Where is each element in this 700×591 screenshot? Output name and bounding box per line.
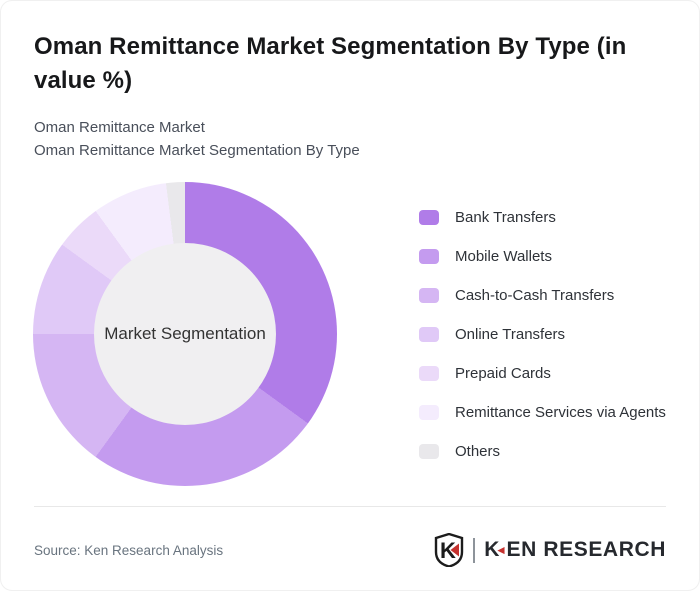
legend-swatch	[419, 404, 439, 420]
legend-label: Mobile Wallets	[455, 247, 552, 265]
legend-label: Prepaid Cards	[455, 364, 551, 382]
logo-wordmark: K ◄ EN RESEARCH	[484, 538, 666, 561]
logo-red-triangle-icon	[450, 543, 460, 557]
chart-legend: Bank Transfers Mobile Wallets Cash-to-Cash…	[419, 208, 666, 460]
wordmark-red-triangle-icon: ◄	[495, 543, 508, 557]
legend-label: Remittance Services via Agents	[455, 403, 666, 421]
source-note: Source: Ken Research Analysis	[34, 542, 224, 558]
legend-label: Cash-to-Cash Transfers	[455, 286, 615, 304]
legend-swatch	[419, 326, 439, 342]
legend-swatch	[419, 287, 439, 303]
legend-label: Online Transfers	[455, 325, 566, 343]
legend-item[interactable]: Cash-to-Cash Transfers	[419, 286, 666, 304]
donut-center-label: Market Segmentation	[104, 324, 266, 343]
footer: Source: Ken Research Analysis K K ◄ EN RES…	[34, 506, 666, 567]
svg-text:K: K	[440, 538, 456, 563]
legend-item[interactable]: Others	[419, 442, 666, 460]
legend-item[interactable]: Bank Transfers	[419, 208, 666, 226]
ken-research-logo: K K ◄ EN RESEARCH	[434, 533, 666, 567]
subtitle-block: Oman Remittance Market Oman Remittance M…	[34, 117, 666, 162]
legend-item[interactable]: Remittance Services via Agents	[419, 403, 666, 421]
logo-divider	[473, 537, 476, 563]
shield-k-icon: K	[435, 533, 464, 567]
legend-swatch	[419, 443, 439, 459]
header: Oman Remittance Market Segmentation By T…	[1, 1, 699, 162]
legend-item[interactable]: Mobile Wallets	[419, 247, 666, 265]
subtitle-market: Oman Remittance Market	[34, 119, 205, 137]
subtitle-segmentation: Oman Remittance Market Segmentation By T…	[34, 141, 360, 159]
legend-swatch	[419, 248, 439, 264]
page-title: Oman Remittance Market Segmentation By T…	[34, 33, 627, 94]
donut-chart[interactable]: Market Segmentation	[33, 182, 337, 486]
donut-center: Market Segmentation	[94, 243, 276, 425]
chart-area: Market Segmentation Bank Transfers Mobile…	[33, 182, 666, 486]
legend-swatch	[419, 365, 439, 381]
legend-item[interactable]: Prepaid Cards	[419, 364, 666, 382]
legend-swatch	[419, 209, 439, 225]
legend-label: Others	[455, 442, 501, 460]
legend-item[interactable]: Online Transfers	[419, 325, 666, 343]
legend-label: Bank Transfers	[455, 208, 556, 226]
